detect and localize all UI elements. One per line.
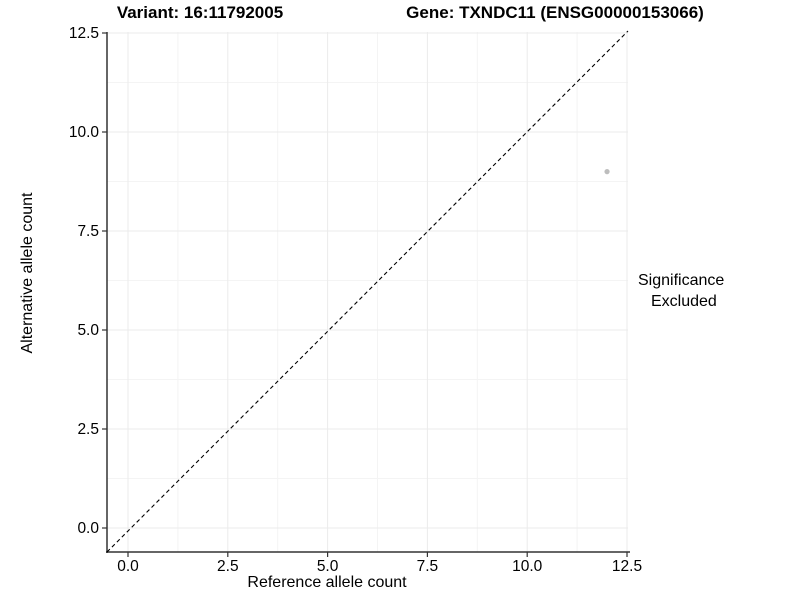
identity-line	[106, 30, 629, 553]
legend-title: Significance	[638, 272, 725, 289]
y-axis-label: Alternative allele count	[19, 192, 36, 354]
variant-title: Variant: 16:11792005	[116, 3, 284, 22]
legend-item-label: Excluded	[651, 293, 717, 310]
legend: Significance Excluded	[638, 272, 724, 311]
x-tick-label: 12.5	[612, 558, 642, 575]
y-tick-label: 0.0	[77, 520, 99, 537]
x-axis-label: Reference allele count	[247, 574, 407, 591]
y-tick-label: 10.0	[69, 124, 100, 141]
x-tick-label: 10.0	[512, 558, 543, 575]
data-point	[604, 169, 610, 175]
x-tick-label: 7.5	[417, 558, 439, 575]
legend-item-excluded: Excluded	[638, 293, 724, 311]
y-tick-label: 7.5	[77, 223, 99, 240]
x-tick-label: 5.0	[317, 558, 339, 575]
y-tick-label: 2.5	[77, 421, 99, 438]
y-tick-label: 12.5	[69, 25, 99, 42]
gene-title: Gene: TXNDC11 (ENSG00000153066)	[406, 3, 704, 22]
x-tick-label: 2.5	[217, 558, 239, 575]
y-tick-label: 5.0	[77, 322, 99, 339]
x-tick-label: 0.0	[117, 558, 139, 575]
legend-point-icon	[638, 299, 645, 306]
